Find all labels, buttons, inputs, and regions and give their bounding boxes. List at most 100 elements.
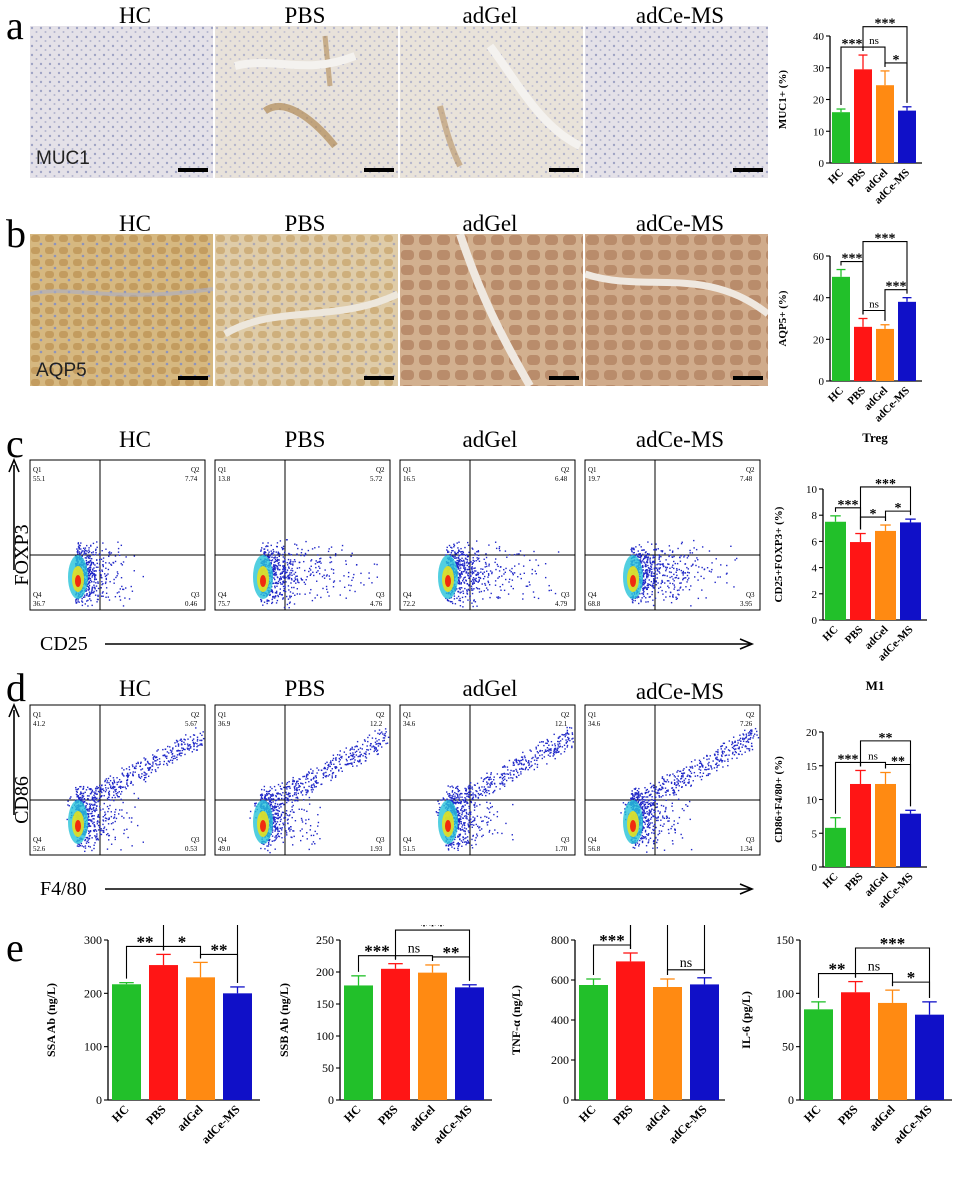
flow-event — [663, 565, 665, 567]
flow-event — [188, 745, 190, 747]
flow-event — [299, 839, 302, 842]
flow-event — [539, 741, 541, 743]
flow-event — [497, 597, 499, 600]
flow-event — [274, 806, 277, 809]
flow-event — [652, 578, 655, 580]
flow-event — [277, 562, 279, 565]
y-axis-arrowhead — [8, 457, 20, 473]
flow-event — [473, 567, 475, 570]
flow-event — [108, 562, 110, 564]
flow-event — [291, 844, 294, 846]
flow-event — [525, 760, 528, 762]
flow-event — [184, 748, 186, 751]
flow-event — [531, 568, 534, 571]
flow-event — [559, 743, 561, 745]
flow-event — [132, 784, 134, 786]
quadrant-value: 4.79 — [555, 600, 568, 608]
flow-event — [642, 575, 644, 577]
flow-event — [476, 587, 479, 590]
flow-event — [280, 583, 282, 585]
flow-event — [292, 804, 294, 807]
flow-event — [118, 786, 120, 788]
flow-event — [358, 761, 360, 763]
flow-event — [103, 826, 106, 828]
quadrant-name: Q1 — [218, 466, 227, 474]
flow-event — [645, 575, 648, 578]
flow-event — [298, 567, 301, 569]
flow-event — [641, 549, 643, 551]
flow-event — [171, 750, 173, 752]
flow-event — [279, 793, 282, 795]
flow-event — [131, 845, 133, 847]
flow-event — [283, 798, 286, 800]
quadrant-value: 72.2 — [403, 600, 416, 608]
flow-event — [118, 809, 121, 811]
flow-event — [83, 798, 86, 800]
flow-event — [77, 542, 79, 545]
flow-event — [571, 732, 574, 734]
flow-event — [291, 816, 293, 819]
flow-event — [638, 602, 640, 605]
flow-event — [366, 745, 368, 747]
flow-event — [467, 588, 470, 591]
flow-event — [645, 565, 647, 567]
flow-event — [99, 809, 102, 811]
flow-event — [117, 551, 120, 553]
flow-event — [544, 563, 547, 565]
flow-event — [162, 763, 165, 766]
flow-event — [85, 804, 87, 807]
flow-event — [80, 842, 83, 845]
flow-event — [122, 786, 124, 788]
flow-event — [96, 797, 98, 799]
flow-event — [101, 569, 103, 571]
flow-event — [94, 554, 97, 556]
flow-event — [94, 803, 96, 805]
flow-event — [652, 575, 655, 577]
flow-event — [156, 764, 158, 766]
flow-event — [332, 754, 335, 756]
flow-event — [142, 575, 145, 578]
flow-event — [264, 796, 266, 798]
flow-event — [472, 557, 474, 559]
flow-event — [457, 825, 459, 828]
flow-event — [681, 572, 684, 574]
panel-letter-d: d — [6, 665, 26, 710]
flow-event — [271, 840, 273, 842]
quadrant-value: 41.2 — [33, 720, 46, 728]
flow-event — [99, 554, 101, 556]
flow-event — [107, 573, 109, 575]
flow-event — [350, 762, 352, 765]
flow-event — [95, 790, 97, 792]
significance-bracket — [859, 486, 912, 530]
flow-event — [483, 590, 486, 592]
flow-event — [460, 822, 462, 825]
flow-event — [458, 579, 460, 582]
flow-event — [86, 786, 89, 789]
flow-event — [644, 554, 646, 557]
flow-event — [340, 757, 343, 759]
y-tick-label: 2 — [812, 589, 818, 601]
flow-event — [331, 773, 334, 775]
flow-event — [672, 578, 674, 580]
flow-event — [375, 737, 377, 740]
flow-event — [167, 745, 169, 748]
flow-event — [106, 833, 108, 836]
flow-event — [464, 797, 466, 799]
flow-event — [81, 798, 83, 800]
flow-event — [639, 556, 642, 558]
flow-event — [669, 595, 671, 598]
flow-event — [105, 587, 108, 589]
flow-event — [111, 786, 114, 789]
flow-event — [263, 601, 266, 603]
flow-event — [94, 792, 96, 795]
flow-event — [292, 783, 294, 785]
flow-event — [335, 759, 337, 761]
flow-event — [77, 795, 80, 797]
flow-event — [310, 785, 313, 787]
flow-event — [445, 554, 447, 556]
flow-event — [249, 817, 251, 819]
flow-event — [301, 794, 304, 796]
flow-event — [274, 839, 276, 841]
col-title-c-pbs: PBS — [284, 427, 326, 452]
